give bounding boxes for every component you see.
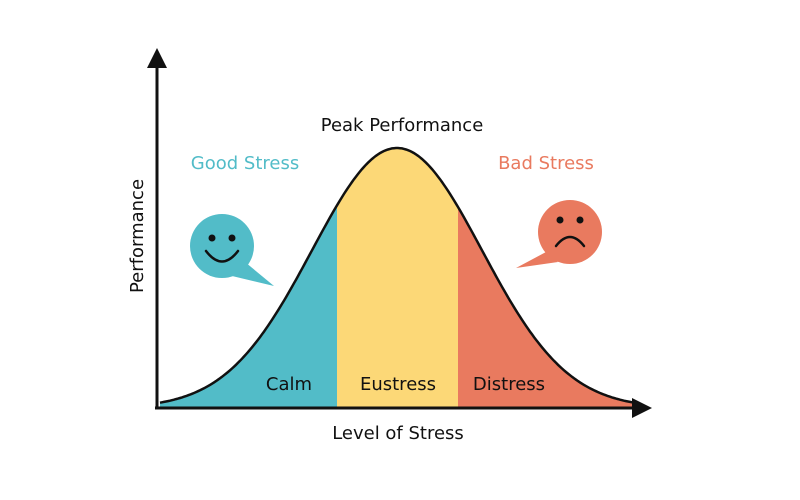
curve-group — [159, 146, 637, 408]
distress-zone — [458, 207, 636, 408]
sad-face — [516, 200, 602, 268]
bad-stress-label: Bad Stress — [498, 153, 594, 174]
calm-zone — [160, 205, 337, 408]
peak-label: Peak Performance — [321, 115, 484, 136]
y-arrow — [147, 48, 167, 68]
zone-label: Distress — [473, 374, 545, 395]
y-axis-label: Performance — [127, 179, 148, 293]
bell-curve — [159, 146, 637, 405]
happy-face — [190, 214, 274, 286]
good-stress-label: Good Stress — [191, 153, 299, 174]
x-axis-label: Level of Stress — [332, 423, 464, 444]
x-arrow — [632, 398, 652, 418]
zone-label: Calm — [266, 374, 312, 395]
zone-label: Eustress — [360, 374, 436, 395]
eustress-zone — [337, 148, 458, 408]
